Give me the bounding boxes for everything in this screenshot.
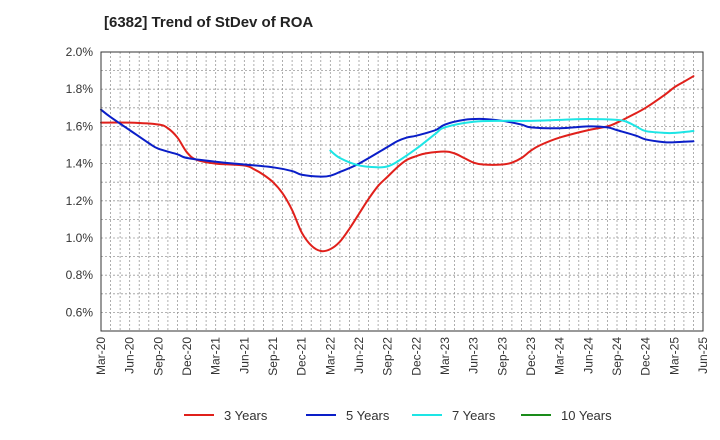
legend: 3 Years 5 Years 7 Years 10 Years [184,408,612,423]
x-tick-label: Dec-20 [180,337,194,376]
y-tick-label: 1.8% [66,82,94,96]
plot-area [101,52,703,331]
y-tick-label: 1.0% [66,231,94,245]
x-tick-label: Mar-21 [209,337,223,375]
x-tick-label: Jun-21 [237,337,251,374]
x-tick-label: Sep-24 [610,337,624,376]
series-line-5-years [100,108,695,178]
x-tick-labels: Mar-20 Jun-20 Sep-20 Dec-20 Mar-21 Jun-21 Sep-… [94,337,710,376]
x-tick-label: Sep-22 [381,337,395,376]
x-tick-label: Mar-20 [94,337,108,375]
series-line-7-years [329,117,695,169]
legend-item: 10 Years [521,408,612,423]
legend-item: 5 Years [306,408,390,423]
legend-label: 10 Years [561,408,612,423]
x-tick-label: Dec-24 [639,337,653,376]
y-tick-label: 0.6% [66,305,94,319]
legend-label: 3 Years [224,408,268,423]
x-tick-label: Jun-22 [352,337,366,374]
legend-label: 7 Years [452,408,496,423]
legend-item: 7 Years [412,408,496,423]
x-tick-label: Jun-24 [581,337,595,374]
axes [100,51,704,332]
y-tick-label: 0.8% [66,268,94,282]
x-tick-label: Dec-21 [295,337,309,376]
x-tick-label: Sep-21 [266,337,280,376]
y-tick-label: 2.0% [66,45,94,59]
x-tick-label: Jun-25 [696,337,710,374]
x-tick-label: Mar-25 [667,337,681,375]
chart-title: [6382] Trend of StDev of ROA [104,14,314,31]
x-tick-label: Mar-22 [323,337,337,375]
plot-border [100,51,704,332]
x-tick-label: Sep-20 [151,337,165,376]
y-tick-label: 1.2% [66,194,94,208]
x-tick-label: Mar-23 [438,337,452,375]
plot-background [101,52,703,331]
x-tick-label: Jun-23 [467,337,481,374]
y-tick-label: 1.6% [66,119,94,133]
legend-label: 5 Years [346,408,390,423]
legend-item: 3 Years [184,408,268,423]
x-tick-label: Mar-24 [553,337,567,375]
series-layer [100,75,695,253]
x-tick-label: Dec-22 [409,337,423,376]
x-tick-label: Dec-23 [524,337,538,376]
x-tick-label: Sep-23 [495,337,509,376]
x-tick-label: Jun-20 [123,337,137,374]
y-tick-label: 1.4% [66,157,94,171]
y-tick-labels: 0.6% 0.8% 1.0% 1.2% 1.4% 1.6% 1.8% 2.0% [66,45,94,319]
